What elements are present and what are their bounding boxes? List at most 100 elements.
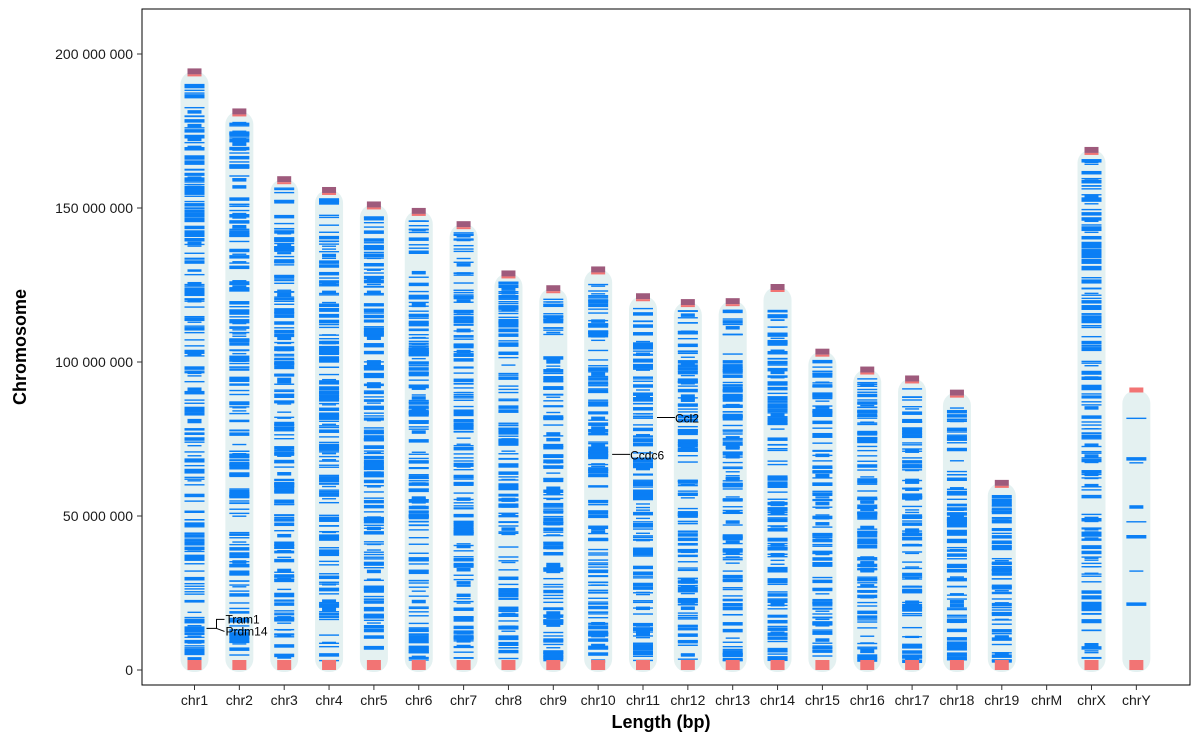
gene-mark [543, 356, 564, 360]
gene-mark [456, 644, 471, 647]
gene-mark [812, 372, 833, 375]
gene-mark [184, 582, 205, 585]
gene-mark [363, 567, 384, 569]
gene-mark [860, 404, 875, 407]
gene-mark [319, 612, 340, 615]
gene-mark [322, 301, 337, 304]
gene-mark [543, 313, 564, 315]
gene-mark [366, 419, 381, 422]
gene-mark [453, 460, 474, 462]
gene-mark [229, 430, 250, 432]
gene-mark [229, 301, 250, 305]
gene-mark [677, 360, 698, 364]
gene-mark [184, 459, 205, 463]
gene-mark [722, 451, 743, 453]
telomere-cap [277, 176, 292, 183]
gene-mark [633, 464, 653, 469]
gene-mark [453, 366, 474, 368]
gene-mark [319, 356, 340, 358]
gene-mark [767, 392, 788, 395]
gene-mark [363, 286, 384, 288]
gene-mark [991, 623, 1012, 625]
gene-mark [456, 545, 471, 548]
gene-mark [319, 373, 340, 376]
gene-mark [184, 217, 205, 220]
gene-mark [767, 537, 788, 540]
gene-mark [274, 222, 295, 225]
gene-mark [363, 315, 384, 317]
gene-mark [453, 657, 474, 659]
gene-mark [543, 305, 564, 307]
gene-mark [857, 589, 878, 592]
gene-mark [546, 472, 561, 474]
gene-mark [408, 611, 429, 613]
chromosome-chr2 [225, 108, 254, 672]
gene-mark [812, 545, 833, 547]
gene-mark [229, 534, 250, 536]
gene-mark [543, 608, 564, 611]
gene-mark [498, 592, 519, 594]
gene-mark [722, 613, 743, 616]
gene-mark [812, 602, 833, 605]
gene-mark [946, 504, 967, 507]
gene-mark [319, 491, 340, 493]
gene-mark [1081, 470, 1102, 473]
gene-mark [453, 550, 474, 552]
gene-mark [633, 644, 653, 648]
gene-mark [902, 450, 923, 452]
gene-mark [1081, 177, 1102, 180]
gene-mark [905, 635, 920, 638]
x-tick-label: chr10 [581, 692, 616, 708]
gene-mark [184, 135, 205, 138]
gene-mark [456, 639, 471, 643]
gene-mark [812, 642, 833, 644]
gene-mark [633, 481, 653, 485]
gene-mark [588, 441, 609, 443]
gene-mark [812, 565, 833, 567]
gene-mark [366, 390, 381, 392]
gene-mark [319, 235, 340, 240]
gene-mark [274, 644, 295, 648]
gene-mark [184, 650, 205, 652]
telomere-cap [680, 299, 695, 306]
gene-mark [636, 625, 650, 627]
gene-mark [902, 428, 923, 433]
gene-mark [591, 465, 606, 468]
gene-mark [677, 439, 698, 443]
gene-mark [902, 543, 923, 546]
gene-mark [543, 586, 564, 588]
gene-mark [322, 430, 337, 433]
gene-mark [322, 498, 337, 500]
gene-mark [363, 365, 384, 369]
gene-mark [1081, 581, 1102, 583]
gene-mark [857, 378, 878, 380]
gene-mark [588, 391, 609, 394]
gene-mark [722, 553, 743, 556]
gene-mark [680, 592, 695, 595]
gene-mark [722, 578, 743, 583]
gene-mark [363, 412, 384, 414]
gene-mark [677, 379, 698, 383]
gene-mark [408, 466, 429, 469]
gene-mark [722, 393, 743, 398]
gene-mark [187, 240, 202, 242]
gene-mark [767, 335, 788, 337]
gene-mark [588, 554, 609, 556]
gene-mark [408, 405, 429, 409]
gene-mark [722, 542, 743, 545]
gene-mark [498, 644, 519, 647]
gene-mark [946, 558, 967, 560]
gene-mark [187, 480, 202, 482]
telomere-cap [1129, 387, 1144, 393]
gene-mark [1081, 547, 1102, 550]
gene-mark [812, 602, 833, 604]
gene-mark [274, 312, 295, 314]
gene-mark [1081, 261, 1102, 263]
gene-mark [857, 531, 878, 534]
gene-mark [815, 411, 830, 414]
gene-mark [408, 367, 429, 371]
gene-mark [453, 409, 474, 413]
gene-mark [902, 612, 923, 615]
gene-mark [1084, 406, 1099, 410]
